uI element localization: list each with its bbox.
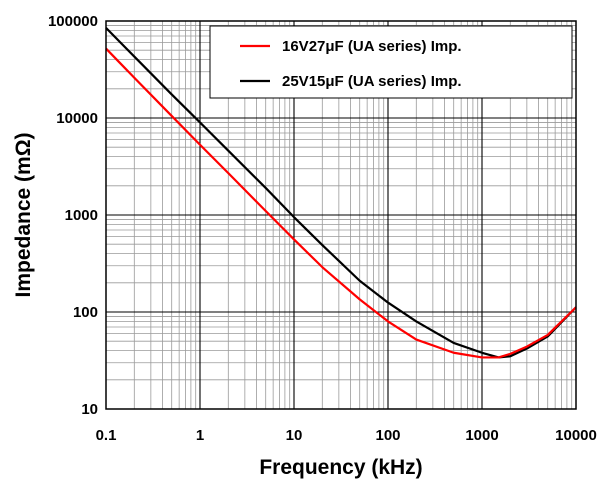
x-axis-title: Frequency (kHz)	[259, 456, 422, 479]
legend-label-16v27uf: 16V27μF (UA series) Imp.	[282, 38, 462, 55]
legend: 16V27μF (UA series) Imp. 25V15μF (UA ser…	[209, 25, 573, 99]
legend-label-25v15uf: 25V15μF (UA series) Imp.	[282, 73, 462, 90]
x-tick-label: 10000	[555, 427, 597, 444]
series-line-25v15uf	[105, 27, 577, 359]
x-tick-label: 0.1	[96, 427, 117, 444]
series-layer	[105, 27, 577, 359]
y-tick-label: 10000	[56, 110, 98, 127]
x-tick-label: 1	[196, 427, 204, 444]
y-axis-title: Impedance (mΩ)	[12, 132, 35, 297]
plot-frame	[105, 20, 577, 410]
series-line-16v27uf	[105, 47, 577, 359]
x-tick-label: 100	[375, 427, 400, 444]
y-tick-label: 1000	[65, 207, 98, 224]
legend-box	[209, 25, 573, 99]
y-tick-label: 10	[81, 401, 98, 418]
x-tick-label: 10	[286, 427, 303, 444]
x-tick-label: 1000	[465, 427, 498, 444]
y-tick-label: 100000	[48, 13, 98, 30]
y-tick-labels: 10 100 1000 10000 100000	[48, 13, 98, 418]
y-tick-label: 100	[73, 304, 98, 321]
x-tick-labels: 0.1 1 10 100 1000 10000	[96, 427, 597, 444]
